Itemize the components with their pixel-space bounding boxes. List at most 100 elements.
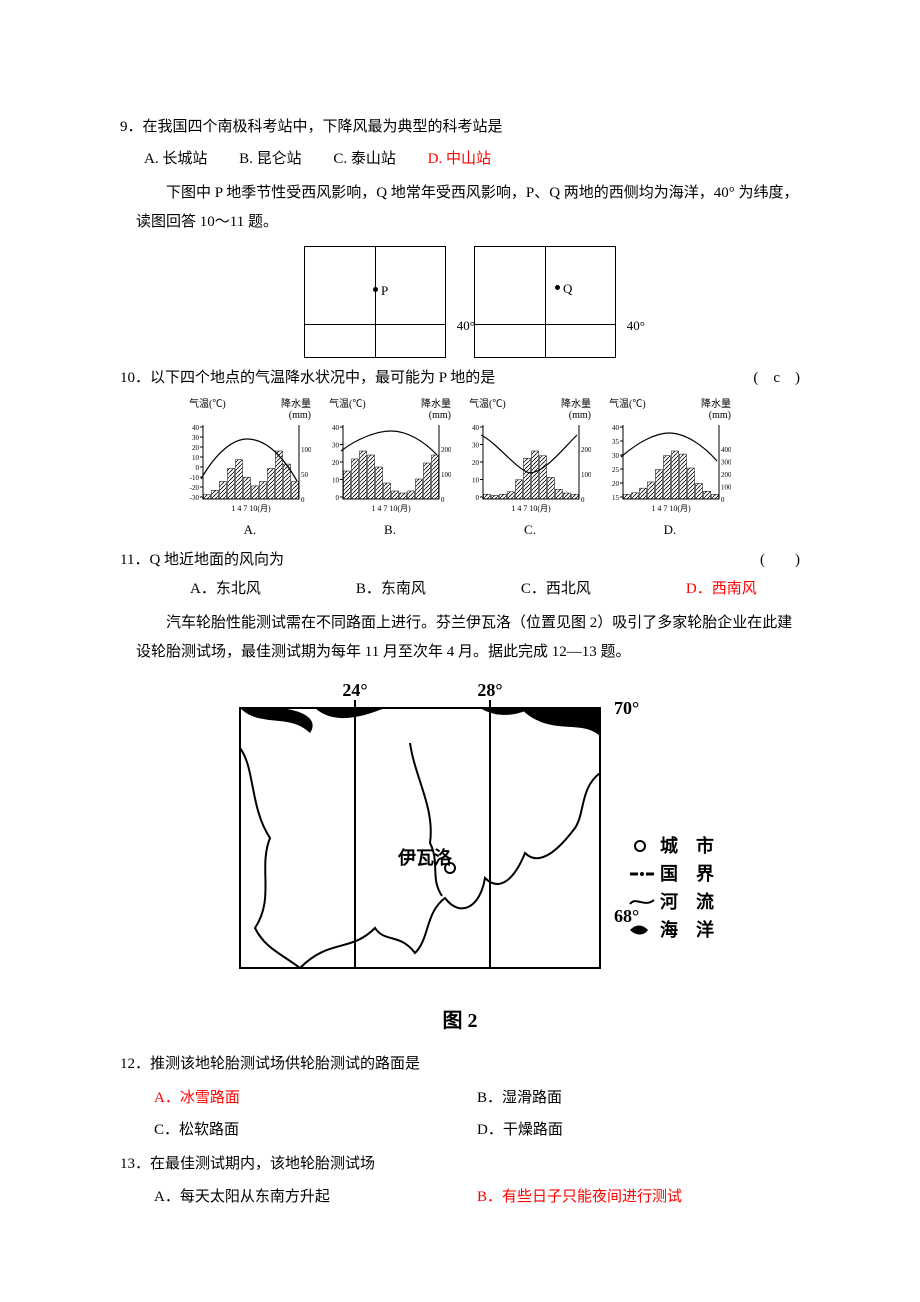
svg-text:40: 40 bbox=[332, 424, 340, 432]
svg-text:15: 15 bbox=[612, 494, 620, 502]
svg-text:10: 10 bbox=[332, 476, 340, 484]
svg-text:0: 0 bbox=[336, 494, 340, 502]
pq-q-vline bbox=[545, 247, 546, 357]
q10-stem: 10．以下四个地点的气温降水状况中，最可能为 P 地的是 bbox=[120, 364, 495, 393]
map-svg: 24° 28° 70° 68° 伊瓦洛 城 市 bbox=[180, 678, 740, 998]
svg-text:海 洋: 海 洋 bbox=[660, 919, 714, 940]
svg-text:100: 100 bbox=[721, 483, 731, 491]
svg-text:20: 20 bbox=[192, 444, 200, 452]
svg-text:40: 40 bbox=[472, 424, 480, 432]
svg-text:200: 200 bbox=[581, 446, 591, 454]
climate-chart-A: 气温(℃)降水量 (mm)403020100-10-20-301005001 4… bbox=[189, 399, 311, 543]
svg-text:100: 100 bbox=[581, 471, 591, 479]
q12-opt-c: C．松软路面 bbox=[154, 1116, 477, 1145]
svg-text:25: 25 bbox=[612, 466, 620, 474]
svg-text:400: 400 bbox=[721, 446, 731, 454]
q9-opt-b: B. 昆仑站 bbox=[239, 151, 302, 167]
q9-opt-d: D. 中山站 bbox=[428, 151, 491, 167]
svg-text:200: 200 bbox=[441, 446, 451, 454]
q11-options: A．东北风 B．东南风 C．西北风 D．西南风 bbox=[120, 575, 800, 604]
svg-text:0: 0 bbox=[721, 496, 725, 504]
map-legend: 城 市 国 界 河 流 海 洋 bbox=[630, 835, 714, 940]
svg-text:-20: -20 bbox=[190, 484, 200, 492]
q13-options: A．每天太阳从东南方升起 B．有些日子只能夜间进行测试 bbox=[120, 1181, 800, 1214]
svg-text:10: 10 bbox=[472, 476, 480, 484]
map-lon2: 28° bbox=[477, 680, 502, 700]
svg-text:200: 200 bbox=[721, 471, 731, 479]
q11-opt-a: A．东北风 bbox=[190, 575, 261, 604]
q11-opt-b: B．东南风 bbox=[356, 575, 426, 604]
pq-intro-text: 下图中 P 地季节性受西风影响，Q 地常年受西风影响，P、Q 两地的西侧均为海洋… bbox=[120, 179, 800, 236]
svg-text:40: 40 bbox=[192, 424, 200, 432]
pq-box-q: Q 40° bbox=[474, 246, 616, 358]
q9-options: A. 长城站 B. 昆仑站 C. 泰山站 D. 中山站 bbox=[120, 145, 800, 174]
svg-text:20: 20 bbox=[472, 459, 480, 467]
svg-text:30: 30 bbox=[192, 434, 200, 442]
svg-text:1 4 7 10(月): 1 4 7 10(月) bbox=[651, 504, 691, 513]
map-lon1: 24° bbox=[342, 680, 367, 700]
q10-line: 10．以下四个地点的气温降水状况中，最可能为 P 地的是 ( c ) bbox=[120, 364, 800, 393]
q9-opt-a: A. 长城站 bbox=[144, 151, 207, 167]
svg-text:30: 30 bbox=[612, 452, 620, 460]
svg-text:0: 0 bbox=[476, 494, 480, 502]
pq-box-p: P 40° bbox=[304, 246, 446, 358]
q13-stem: 13．在最佳测试期内，该地轮胎测试场 bbox=[120, 1150, 800, 1179]
pq-q-dot bbox=[555, 285, 560, 290]
q10-paren: ( c ) bbox=[753, 364, 800, 393]
q12-options: A．冰雪路面 B．湿滑路面 C．松软路面 D．干燥路面 bbox=[120, 1082, 800, 1147]
map-lat2: 68° bbox=[614, 906, 639, 926]
svg-text:0: 0 bbox=[301, 496, 305, 504]
svg-text:国 界: 国 界 bbox=[660, 864, 714, 884]
pq-p-lat: 40° bbox=[457, 314, 475, 339]
pq-q-label: Q bbox=[563, 277, 572, 302]
q11-stem: 11．Q 地近地面的风向为 bbox=[120, 546, 284, 575]
q13-opt-b: B．有些日子只能夜间进行测试 bbox=[477, 1183, 800, 1212]
svg-text:300: 300 bbox=[721, 458, 731, 466]
svg-text:35: 35 bbox=[612, 438, 620, 446]
map-city-label: 伊瓦洛 bbox=[397, 847, 453, 868]
svg-text:20: 20 bbox=[612, 480, 620, 488]
svg-text:-30: -30 bbox=[190, 494, 200, 502]
climate-charts: 气温(℃)降水量 (mm)403020100-10-20-301005001 4… bbox=[120, 399, 800, 543]
pq-figure: P 40° Q 40° bbox=[120, 246, 800, 358]
map-caption: 图 2 bbox=[120, 1002, 800, 1040]
q12-opt-a: A．冰雪路面 bbox=[154, 1084, 477, 1113]
pq-p-vline bbox=[375, 247, 376, 357]
svg-text:30: 30 bbox=[472, 441, 480, 449]
q9-stem: 9．在我国四个南极科考站中，下降风最为典型的科考站是 bbox=[120, 113, 800, 142]
climate-chart-D: 气温(℃)降水量 (mm)40353025201540030020010001 … bbox=[609, 399, 731, 543]
pq-p-hline bbox=[305, 324, 445, 325]
svg-text:0: 0 bbox=[581, 496, 585, 504]
svg-text:0: 0 bbox=[441, 496, 445, 504]
climate-chart-C: 气温(℃)降水量 (mm)40302010020010001 4 7 10(月)… bbox=[469, 399, 591, 543]
svg-text:10: 10 bbox=[192, 454, 200, 462]
q12-stem: 12．推测该地轮胎测试场供轮胎测试的路面是 bbox=[120, 1050, 800, 1079]
tire-intro-text: 汽车轮胎性能测试需在不同路面上进行。芬兰伊瓦洛（位置见图 2）吸引了多家轮胎企业… bbox=[120, 609, 800, 666]
svg-text:30: 30 bbox=[332, 441, 340, 449]
svg-text:1 4 7 10(月): 1 4 7 10(月) bbox=[231, 504, 271, 513]
svg-text:50: 50 bbox=[301, 471, 309, 479]
map-figure: 24° 28° 70° 68° 伊瓦洛 城 市 bbox=[120, 678, 800, 998]
svg-text:1 4 7 10(月): 1 4 7 10(月) bbox=[511, 504, 551, 513]
svg-text:100: 100 bbox=[301, 446, 311, 454]
pq-p-label: P bbox=[381, 279, 388, 304]
q11-line: 11．Q 地近地面的风向为 ( ) bbox=[120, 546, 800, 575]
q11-opt-d: D．西南风 bbox=[686, 575, 757, 604]
svg-text:100: 100 bbox=[441, 471, 451, 479]
svg-text:河 流: 河 流 bbox=[660, 891, 714, 912]
svg-text:0: 0 bbox=[196, 464, 200, 472]
q11-opt-c: C．西北风 bbox=[521, 575, 591, 604]
q12-opt-d: D．干燥路面 bbox=[477, 1116, 800, 1145]
svg-text:城 市: 城 市 bbox=[660, 835, 714, 856]
svg-text:-10: -10 bbox=[190, 474, 200, 482]
svg-text:20: 20 bbox=[332, 459, 340, 467]
q9-opt-c: C. 泰山站 bbox=[333, 151, 396, 167]
svg-text:40: 40 bbox=[612, 424, 620, 432]
climate-chart-B: 气温(℃)降水量 (mm)40302010020010001 4 7 10(月)… bbox=[329, 399, 451, 543]
q13-opt-a: A．每天太阳从东南方升起 bbox=[154, 1183, 477, 1212]
svg-text:1 4 7 10(月): 1 4 7 10(月) bbox=[371, 504, 411, 513]
pq-q-lat: 40° bbox=[627, 314, 645, 339]
pq-q-hline bbox=[475, 324, 615, 325]
map-lat1: 70° bbox=[614, 698, 639, 718]
q11-paren: ( ) bbox=[760, 546, 800, 575]
